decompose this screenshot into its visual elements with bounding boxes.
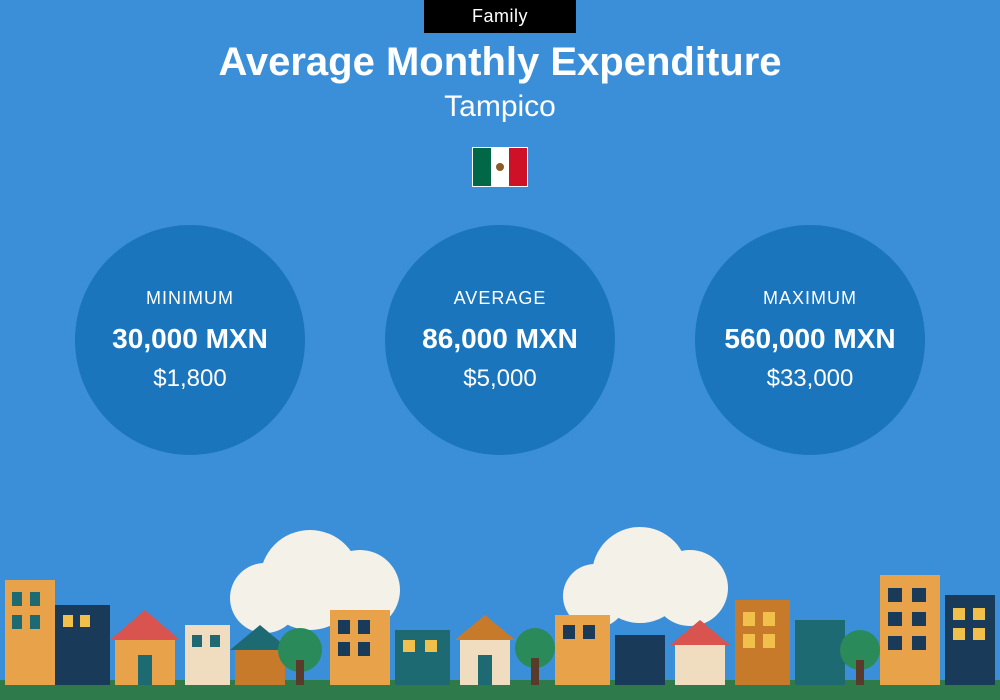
badge-text: Family: [472, 6, 528, 26]
flag-stripe-red: [509, 148, 527, 186]
stats-row: MINIMUM 30,000 MXN $1,800 AVERAGE 86,000…: [0, 225, 1000, 455]
flag-stripe-white: [491, 148, 509, 186]
flag-emblem: [496, 163, 504, 171]
stat-usd: $5,000: [463, 365, 536, 393]
stat-label: MAXIMUM: [763, 288, 857, 309]
flag-stripe-green: [473, 148, 491, 186]
stat-label: MINIMUM: [146, 288, 234, 309]
country-flag: [472, 147, 528, 187]
stat-value: 30,000 MXN: [112, 323, 268, 355]
stat-maximum: MAXIMUM 560,000 MXN $33,000: [695, 225, 925, 455]
stat-label: AVERAGE: [454, 288, 547, 309]
stat-usd: $33,000: [767, 365, 854, 393]
page-title: Average Monthly Expenditure: [0, 40, 1000, 85]
stat-minimum: MINIMUM 30,000 MXN $1,800: [75, 225, 305, 455]
stat-average: AVERAGE 86,000 MXN $5,000: [385, 225, 615, 455]
category-badge: Family: [424, 0, 576, 33]
stat-value: 560,000 MXN: [724, 323, 895, 355]
stat-usd: $1,800: [153, 365, 226, 393]
city-name: Tampico: [0, 90, 1000, 124]
stat-value: 86,000 MXN: [422, 323, 578, 355]
cityscape-illustration: [0, 520, 1000, 700]
